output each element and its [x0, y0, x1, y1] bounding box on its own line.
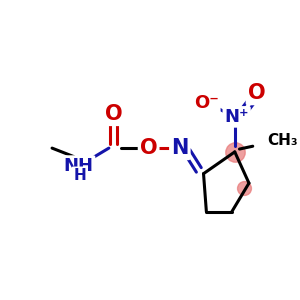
Text: O: O: [248, 83, 265, 103]
Text: CH₃: CH₃: [267, 133, 298, 148]
Text: H: H: [73, 168, 86, 183]
Text: O: O: [105, 104, 122, 124]
Text: N: N: [171, 138, 188, 158]
Text: O⁻: O⁻: [194, 94, 219, 112]
Text: O: O: [140, 138, 158, 158]
Text: NH: NH: [64, 157, 94, 175]
Text: N⁺: N⁺: [224, 108, 249, 126]
